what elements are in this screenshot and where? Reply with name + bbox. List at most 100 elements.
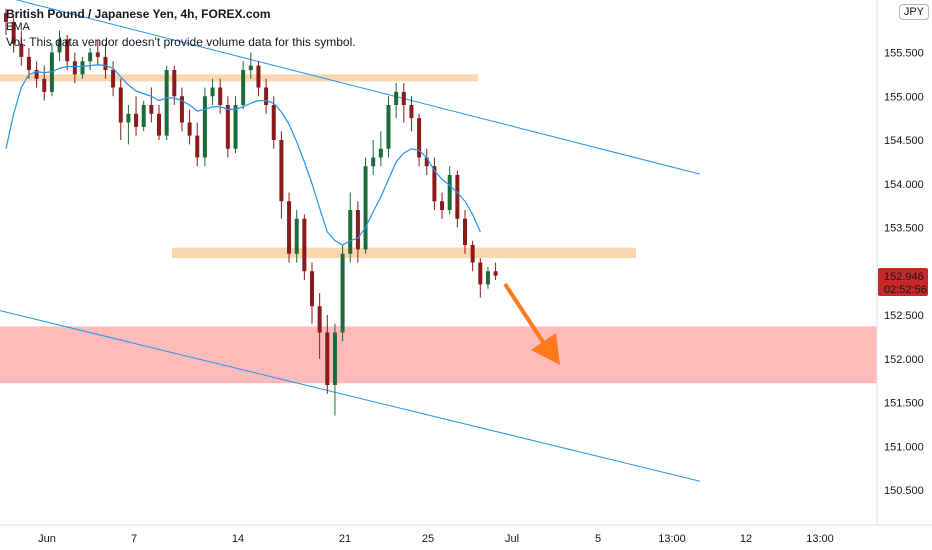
x-tick-label: 7: [131, 533, 137, 545]
x-tick-label: 14: [232, 533, 244, 545]
candle-body: [34, 70, 39, 79]
candle-body: [65, 39, 70, 62]
candle-body: [317, 306, 322, 333]
candle-body: [394, 91, 399, 105]
y-tick-label: 151.000: [884, 441, 924, 453]
y-tick-label: 155.000: [884, 91, 924, 103]
candle-body: [141, 105, 146, 127]
x-tick-label: 13:00: [658, 533, 686, 545]
candle-body: [11, 21, 16, 44]
candle-body: [378, 148, 383, 158]
candle-body: [126, 113, 131, 123]
candle-body: [264, 87, 269, 105]
candle-body: [80, 61, 85, 75]
candle-body: [455, 175, 460, 219]
candle-body: [294, 218, 299, 254]
candle-body: [371, 157, 376, 167]
candle-body: [95, 52, 100, 57]
y-tick-label: 153.500: [884, 223, 924, 235]
zone-resistance-top: [0, 74, 478, 82]
candle-body: [432, 166, 437, 202]
y-tick-label: 152.500: [884, 310, 924, 322]
candle-body: [271, 105, 276, 140]
x-tick-label: Jul: [505, 533, 519, 545]
candle-body: [447, 175, 452, 210]
candle-body: [256, 65, 261, 88]
x-tick-label: 13:00: [806, 533, 834, 545]
candle-body: [233, 105, 238, 149]
candle-body: [157, 113, 161, 136]
zone-resistance-mid: [172, 247, 636, 259]
price-badge-countdown: 02:52:56: [884, 284, 927, 296]
candle-body: [42, 78, 47, 92]
y-tick-label: 154.000: [884, 179, 924, 191]
candle-body: [248, 65, 253, 70]
channel-upper-line: [15, 0, 701, 175]
candle-body: [172, 70, 177, 97]
candle-body: [218, 87, 223, 105]
price-badge-value: 152.946: [884, 271, 924, 283]
candle-body: [440, 201, 445, 210]
candle-body: [287, 201, 292, 254]
candle-body: [111, 70, 116, 88]
ema-legend-label: EMA: [6, 21, 30, 33]
channel-lower-line: [0, 310, 701, 482]
candle-body: [4, 13, 8, 22]
candle-body: [493, 271, 498, 276]
candle-body: [72, 61, 77, 75]
candle-body: [332, 332, 337, 385]
zone-support-demand: [0, 326, 877, 384]
candle-body: [424, 157, 429, 167]
candle-body: [187, 122, 192, 136]
y-tick-label: 151.500: [884, 398, 924, 410]
candle-body: [478, 262, 483, 285]
candle-body: [26, 56, 31, 70]
candle-body: [164, 70, 169, 136]
candle-body: [134, 113, 139, 127]
candle-body: [363, 166, 368, 250]
candle-body: [103, 56, 108, 70]
candle-body: [225, 105, 230, 149]
volume-note: Vol: This data vendor doesn't provide vo…: [6, 35, 356, 49]
candle-body: [118, 87, 123, 123]
y-tick-label: 150.500: [884, 485, 924, 497]
candle-body: [470, 245, 475, 263]
candle-body: [210, 87, 215, 97]
candle-body: [241, 70, 246, 105]
y-tick-label: 152.000: [884, 354, 924, 366]
candle-body: [463, 218, 467, 245]
y-tick-label: 155.500: [884, 48, 924, 60]
chart-title: British Pound / Japanese Yen, 4h, FOREX.…: [6, 7, 271, 21]
arrow-head: [531, 333, 560, 365]
arrow-shaft: [503, 282, 547, 347]
candle-body: [19, 43, 24, 57]
ema-line: [5, 64, 481, 246]
price-badge: [878, 267, 928, 296]
candle-body: [302, 218, 307, 272]
candle-body: [355, 210, 360, 250]
x-tick-label: 21: [339, 533, 351, 545]
candle-body: [57, 39, 62, 53]
candle-body: [409, 105, 414, 119]
x-tick-label: 5: [595, 533, 601, 545]
candle-body: [279, 140, 284, 202]
candle-body: [195, 135, 200, 158]
candle-body: [179, 96, 184, 123]
candle-body: [149, 105, 154, 114]
x-tick-label: 12: [740, 533, 752, 545]
candle-body: [340, 253, 345, 333]
currency-badge[interactable]: JPY: [898, 4, 929, 20]
candle-body: [310, 271, 314, 307]
candle-body: [88, 52, 93, 62]
candle-body: [386, 105, 391, 149]
candle-body: [401, 91, 406, 105]
candle-body: [348, 210, 353, 254]
x-tick-label: 25: [422, 533, 434, 545]
candle-body: [325, 332, 330, 385]
candle-body: [485, 271, 490, 285]
candle-body: [417, 118, 422, 158]
x-tick-label: Jun: [38, 533, 56, 545]
candle-body: [202, 96, 207, 158]
y-tick-label: 154.500: [884, 135, 924, 147]
